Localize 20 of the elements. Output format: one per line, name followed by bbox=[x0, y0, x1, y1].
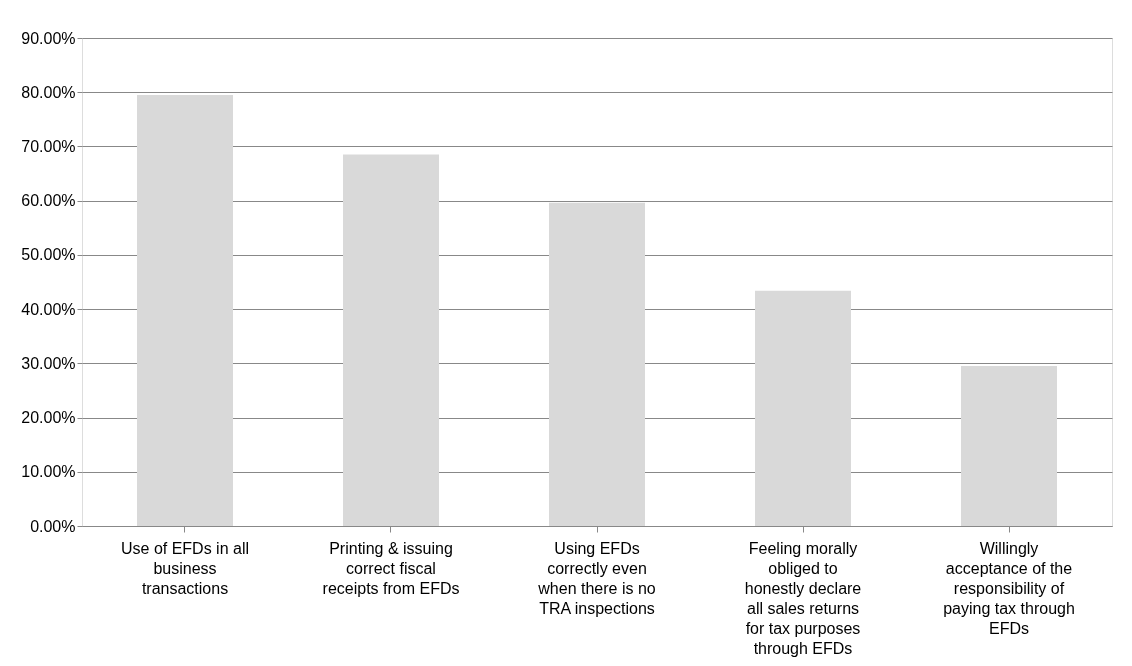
y-tick-label: 0.00% bbox=[30, 517, 76, 535]
y-tick-label: 30.00% bbox=[21, 354, 76, 372]
y-tick-label: 10.00% bbox=[21, 463, 76, 481]
x-tick-label: Using EFDs correctly even when there is no TRA inspections bbox=[537, 539, 656, 617]
y-tick-label: 50.00% bbox=[21, 246, 76, 264]
y-tick-label: 20.00% bbox=[21, 409, 76, 427]
y-tick-label: 90.00% bbox=[21, 29, 76, 47]
bar bbox=[343, 154, 439, 526]
x-tick-label: Printing & issuing correct fiscal receipts from EFDs bbox=[322, 539, 460, 597]
y-tick-label: 60.00% bbox=[21, 192, 76, 210]
y-tick-label: 80.00% bbox=[21, 83, 76, 101]
x-tick-label: Feeling morally obliged to honestly declare all sales returns for tax purposes through EFDs bbox=[744, 539, 862, 657]
bar bbox=[137, 94, 233, 526]
x-tick-label: Willingly acceptance of the responsibility of paying tax through EFDs bbox=[943, 539, 1075, 637]
bar bbox=[549, 202, 645, 526]
bar bbox=[755, 290, 851, 526]
y-tick-label: 70.00% bbox=[21, 137, 76, 155]
x-tick-label: Use of EFDs in all business transactions bbox=[120, 539, 250, 597]
bar bbox=[961, 366, 1057, 526]
y-tick-label: 40.00% bbox=[21, 300, 76, 318]
